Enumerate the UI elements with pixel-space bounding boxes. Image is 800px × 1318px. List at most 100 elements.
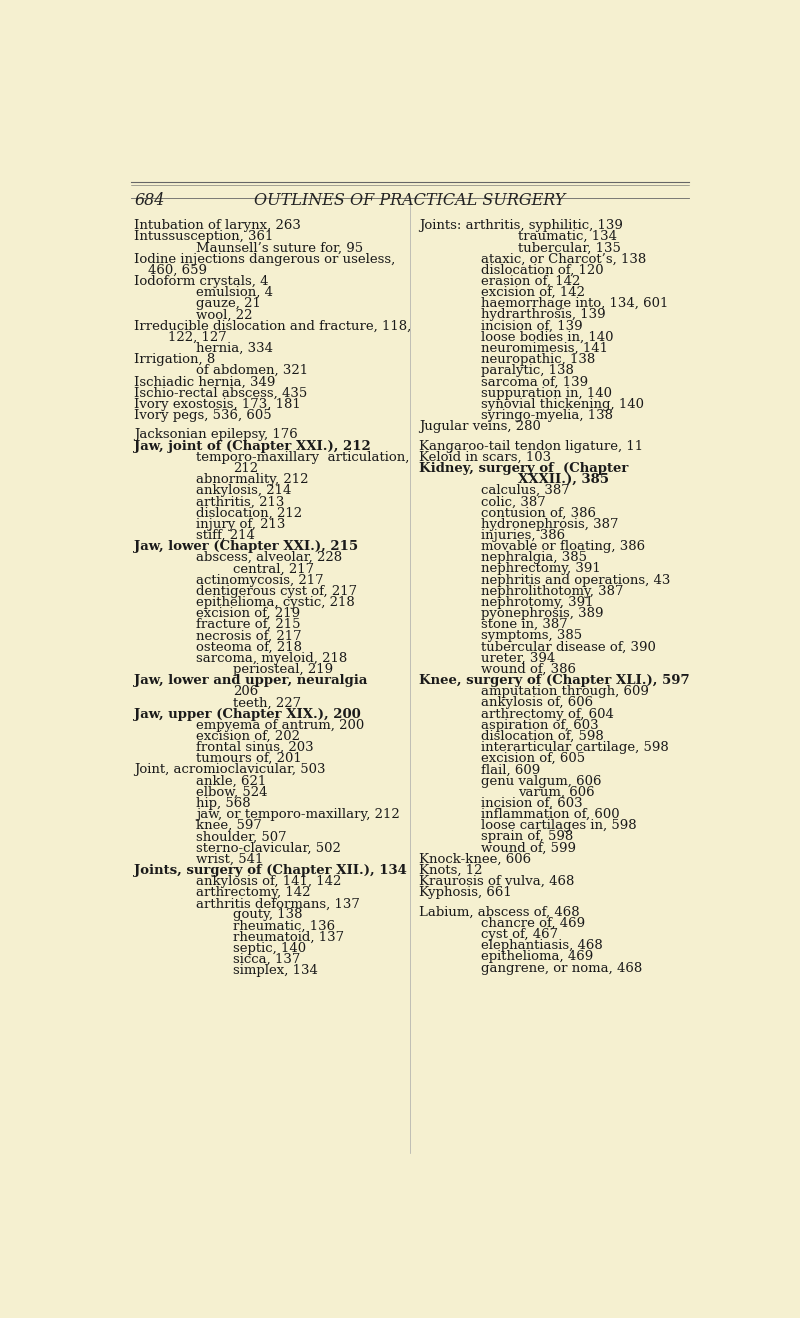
- Text: hernia, 334: hernia, 334: [196, 341, 273, 355]
- Text: cyst of, 467: cyst of, 467: [482, 928, 558, 941]
- Text: neuropathic, 138: neuropathic, 138: [482, 353, 595, 366]
- Text: nephrotomy, 391: nephrotomy, 391: [482, 596, 594, 609]
- Text: stiff, 214: stiff, 214: [196, 529, 255, 542]
- Text: Intussusception, 361: Intussusception, 361: [134, 231, 274, 244]
- Text: wrist, 541: wrist, 541: [196, 853, 263, 866]
- Text: 206: 206: [234, 685, 258, 699]
- Text: traumatic, 134: traumatic, 134: [518, 231, 618, 244]
- Text: injuries, 386: injuries, 386: [482, 529, 566, 542]
- Text: gauze, 21: gauze, 21: [196, 297, 261, 310]
- Text: of abdomen, 321: of abdomen, 321: [196, 364, 308, 377]
- Text: periosteal, 219: periosteal, 219: [234, 663, 334, 676]
- Text: paralytic, 138: paralytic, 138: [482, 364, 574, 377]
- Text: osteoma of, 218: osteoma of, 218: [196, 641, 302, 654]
- Text: Knots, 12: Knots, 12: [419, 863, 483, 876]
- Text: dislocation of, 120: dislocation of, 120: [482, 264, 604, 277]
- Text: Joint, acromioclavicular, 503: Joint, acromioclavicular, 503: [134, 763, 326, 776]
- Text: pyonephrosis, 389: pyonephrosis, 389: [482, 608, 604, 619]
- Text: Iodoform crystals, 4: Iodoform crystals, 4: [134, 275, 269, 287]
- Text: empyema of antrum, 200: empyema of antrum, 200: [196, 718, 364, 731]
- Text: dentigerous cyst of, 217: dentigerous cyst of, 217: [196, 585, 358, 597]
- Text: gangrene, or noma, 468: gangrene, or noma, 468: [482, 962, 642, 974]
- Text: loose bodies in, 140: loose bodies in, 140: [482, 331, 614, 344]
- Text: calculus, 387: calculus, 387: [482, 484, 570, 497]
- Text: excision of, 142: excision of, 142: [482, 286, 586, 299]
- Text: arthritis deformans, 137: arthritis deformans, 137: [196, 898, 360, 911]
- Text: erasion of, 142: erasion of, 142: [482, 275, 581, 287]
- Text: jaw, or temporo-maxillary, 212: jaw, or temporo-maxillary, 212: [196, 808, 400, 821]
- Text: synovial thickening, 140: synovial thickening, 140: [482, 398, 644, 411]
- Text: hydrarthrosis, 139: hydrarthrosis, 139: [482, 308, 606, 322]
- Text: Knock-knee, 606: Knock-knee, 606: [419, 853, 531, 866]
- Text: epithelioma, 469: epithelioma, 469: [482, 950, 594, 963]
- Text: frontal sinus, 203: frontal sinus, 203: [196, 741, 314, 754]
- Text: septic, 140: septic, 140: [234, 942, 306, 956]
- Text: tumours of, 201: tumours of, 201: [196, 753, 302, 766]
- Text: syringo-myelia, 138: syringo-myelia, 138: [482, 409, 614, 422]
- Text: nephralgia, 385: nephralgia, 385: [482, 551, 587, 564]
- Text: arthrectomy, 142: arthrectomy, 142: [196, 886, 310, 899]
- Text: excision of, 202: excision of, 202: [196, 730, 300, 743]
- Text: OUTLINES OF PRACTICAL SURGERY: OUTLINES OF PRACTICAL SURGERY: [254, 191, 566, 208]
- Text: excision of, 219: excision of, 219: [196, 608, 300, 619]
- Text: neuromimesis, 141: neuromimesis, 141: [482, 341, 608, 355]
- Text: Iodine injections dangerous or useless,: Iodine injections dangerous or useless,: [134, 253, 395, 265]
- Text: arthritis, 213: arthritis, 213: [196, 496, 285, 509]
- Text: symptoms, 385: symptoms, 385: [482, 630, 582, 642]
- Text: nephritis and operations, 43: nephritis and operations, 43: [482, 573, 670, 587]
- Text: stone in, 387: stone in, 387: [482, 618, 568, 631]
- Text: Jugular veins, 280: Jugular veins, 280: [419, 420, 541, 434]
- Text: interarticular cartilage, 598: interarticular cartilage, 598: [482, 741, 669, 754]
- Text: incision of, 603: incision of, 603: [482, 797, 583, 809]
- Text: colic, 387: colic, 387: [482, 496, 546, 509]
- Text: emulsion, 4: emulsion, 4: [196, 286, 273, 299]
- Text: contusion of, 386: contusion of, 386: [482, 506, 596, 519]
- Text: hydronephrosis, 387: hydronephrosis, 387: [482, 518, 619, 531]
- Text: Irreducible dislocation and fracture, 118,: Irreducible dislocation and fracture, 11…: [134, 319, 411, 332]
- Text: incision of, 139: incision of, 139: [482, 319, 583, 332]
- Text: dislocation of, 598: dislocation of, 598: [482, 730, 604, 743]
- Text: Joints, surgery of (Chapter XII.), 134: Joints, surgery of (Chapter XII.), 134: [134, 863, 407, 876]
- Text: Irrigation, 8: Irrigation, 8: [134, 353, 215, 366]
- Text: sarcoma, myeloid, 218: sarcoma, myeloid, 218: [196, 651, 347, 664]
- Text: ureter, 394: ureter, 394: [482, 651, 555, 664]
- Text: gouty, 138: gouty, 138: [234, 908, 302, 921]
- Text: movable or floating, 386: movable or floating, 386: [482, 540, 646, 554]
- Text: nephrectomy, 391: nephrectomy, 391: [482, 563, 601, 576]
- Text: 212: 212: [234, 461, 258, 474]
- Text: excision of, 605: excision of, 605: [482, 753, 586, 766]
- Text: genu valgum, 606: genu valgum, 606: [482, 775, 602, 788]
- Text: temporo-maxillary  articulation,: temporo-maxillary articulation,: [196, 451, 410, 464]
- Text: rheumatoid, 137: rheumatoid, 137: [234, 931, 345, 944]
- Text: tubercular, 135: tubercular, 135: [518, 241, 622, 254]
- Text: wound of, 386: wound of, 386: [482, 663, 576, 676]
- Text: ankylosis, 214: ankylosis, 214: [196, 484, 291, 497]
- Text: Maunsell’s suture for, 95: Maunsell’s suture for, 95: [196, 241, 363, 254]
- Text: Jaw, lower (Chapter XXI.), 215: Jaw, lower (Chapter XXI.), 215: [134, 540, 358, 554]
- Text: wound of, 599: wound of, 599: [482, 841, 576, 854]
- Text: Jaw, joint of (Chapter XXI.), 212: Jaw, joint of (Chapter XXI.), 212: [134, 440, 371, 452]
- Text: injury of, 213: injury of, 213: [196, 518, 286, 531]
- Text: Joints: arthritis, syphilitic, 139: Joints: arthritis, syphilitic, 139: [419, 219, 623, 232]
- Text: ankle, 621: ankle, 621: [196, 775, 266, 788]
- Text: sarcoma of, 139: sarcoma of, 139: [482, 376, 589, 389]
- Text: Ivory pegs, 536, 605: Ivory pegs, 536, 605: [134, 409, 272, 422]
- Text: Knee, surgery of (Chapter XLI.), 597: Knee, surgery of (Chapter XLI.), 597: [419, 673, 690, 687]
- Text: 460, 659: 460, 659: [148, 264, 206, 277]
- Text: ankylosis of, 141, 142: ankylosis of, 141, 142: [196, 875, 342, 888]
- Text: ankylosis of, 606: ankylosis of, 606: [482, 696, 594, 709]
- Text: Jaw, lower and upper, neuralgia: Jaw, lower and upper, neuralgia: [134, 673, 367, 687]
- Text: Labium, abscess of, 468: Labium, abscess of, 468: [419, 905, 580, 919]
- Text: sicca, 137: sicca, 137: [234, 953, 301, 966]
- Text: abnormality, 212: abnormality, 212: [196, 473, 309, 486]
- Text: nephrolithotomy, 387: nephrolithotomy, 387: [482, 585, 624, 597]
- Text: Ischiadic hernia, 349: Ischiadic hernia, 349: [134, 376, 275, 389]
- Text: wool, 22: wool, 22: [196, 308, 253, 322]
- Text: arthrectomy of, 604: arthrectomy of, 604: [482, 708, 614, 721]
- Text: simplex, 134: simplex, 134: [234, 965, 318, 978]
- Text: tubercular disease of, 390: tubercular disease of, 390: [482, 641, 656, 654]
- Text: suppuration in, 140: suppuration in, 140: [482, 386, 612, 399]
- Text: Intubation of larynx, 263: Intubation of larynx, 263: [134, 219, 301, 232]
- Text: ataxic, or Charcot’s, 138: ataxic, or Charcot’s, 138: [482, 253, 646, 265]
- Text: loose cartilages in, 598: loose cartilages in, 598: [482, 820, 637, 832]
